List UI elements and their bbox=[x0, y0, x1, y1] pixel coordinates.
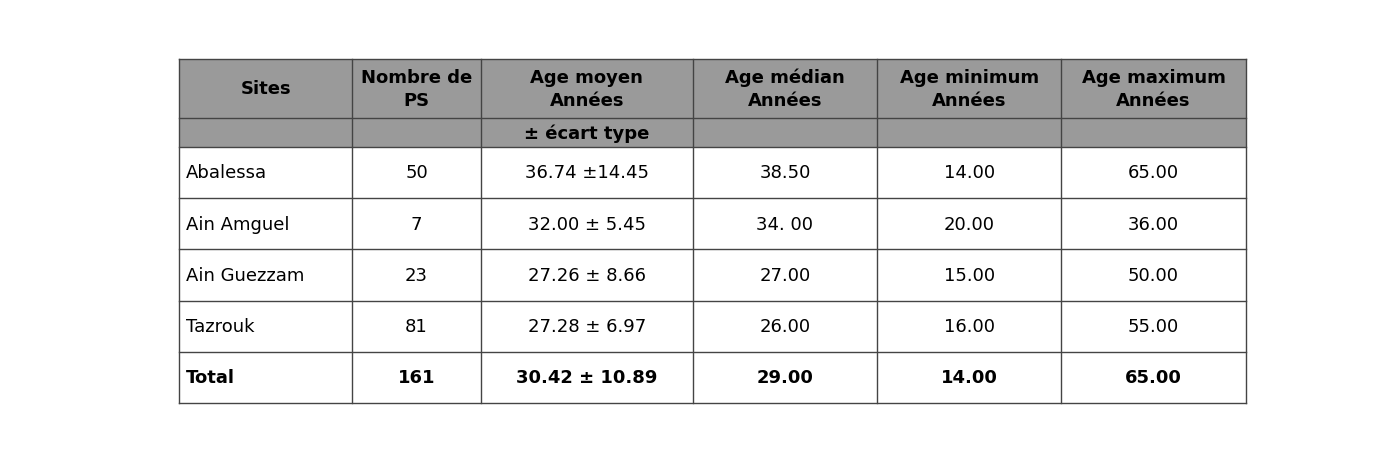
Text: 14.00: 14.00 bbox=[941, 369, 998, 387]
Text: Sites: Sites bbox=[240, 80, 291, 98]
Text: 65.00: 65.00 bbox=[1125, 369, 1182, 387]
Text: 7: 7 bbox=[410, 215, 423, 233]
Text: 27.26 ± 8.66: 27.26 ± 8.66 bbox=[528, 266, 646, 284]
Text: 36.00: 36.00 bbox=[1127, 215, 1179, 233]
Text: 38.50: 38.50 bbox=[759, 164, 810, 182]
Text: 161: 161 bbox=[398, 369, 435, 387]
Text: 50: 50 bbox=[404, 164, 428, 182]
Text: 32.00 ± 5.45: 32.00 ± 5.45 bbox=[528, 215, 646, 233]
Text: Abalessa: Abalessa bbox=[186, 164, 267, 182]
Text: 15.00: 15.00 bbox=[944, 266, 995, 284]
Text: 30.42 ± 10.89: 30.42 ± 10.89 bbox=[516, 369, 657, 387]
Text: 16.00: 16.00 bbox=[944, 318, 995, 335]
Text: Nombre de
PS: Nombre de PS bbox=[361, 69, 473, 110]
Text: Age minimum
Années: Age minimum Années bbox=[899, 69, 1038, 110]
Text: 20.00: 20.00 bbox=[944, 215, 995, 233]
Text: Ain Amguel: Ain Amguel bbox=[186, 215, 289, 233]
Text: 81: 81 bbox=[404, 318, 428, 335]
Text: 23: 23 bbox=[404, 266, 428, 284]
Text: 27.28 ± 6.97: 27.28 ± 6.97 bbox=[528, 318, 646, 335]
Text: Tazrouk: Tazrouk bbox=[186, 318, 254, 335]
Text: 29.00: 29.00 bbox=[756, 369, 813, 387]
Text: ± écart type: ± écart type bbox=[524, 124, 649, 142]
Text: Age maximum
Années: Age maximum Années bbox=[1081, 69, 1226, 110]
Text: Age moyen
Années: Age moyen Années bbox=[531, 69, 644, 110]
Text: Age médian
Années: Age médian Années bbox=[726, 69, 845, 110]
Text: 27.00: 27.00 bbox=[759, 266, 810, 284]
Bar bbox=[179, 60, 1245, 147]
Text: 55.00: 55.00 bbox=[1127, 318, 1179, 335]
Text: Ain Guezzam: Ain Guezzam bbox=[186, 266, 304, 284]
Text: 50.00: 50.00 bbox=[1127, 266, 1179, 284]
Text: 26.00: 26.00 bbox=[759, 318, 810, 335]
Text: 36.74 ±14.45: 36.74 ±14.45 bbox=[525, 164, 649, 182]
Text: Total: Total bbox=[186, 369, 235, 387]
Text: 14.00: 14.00 bbox=[944, 164, 995, 182]
Text: 65.00: 65.00 bbox=[1127, 164, 1179, 182]
Text: 34. 00: 34. 00 bbox=[756, 215, 813, 233]
